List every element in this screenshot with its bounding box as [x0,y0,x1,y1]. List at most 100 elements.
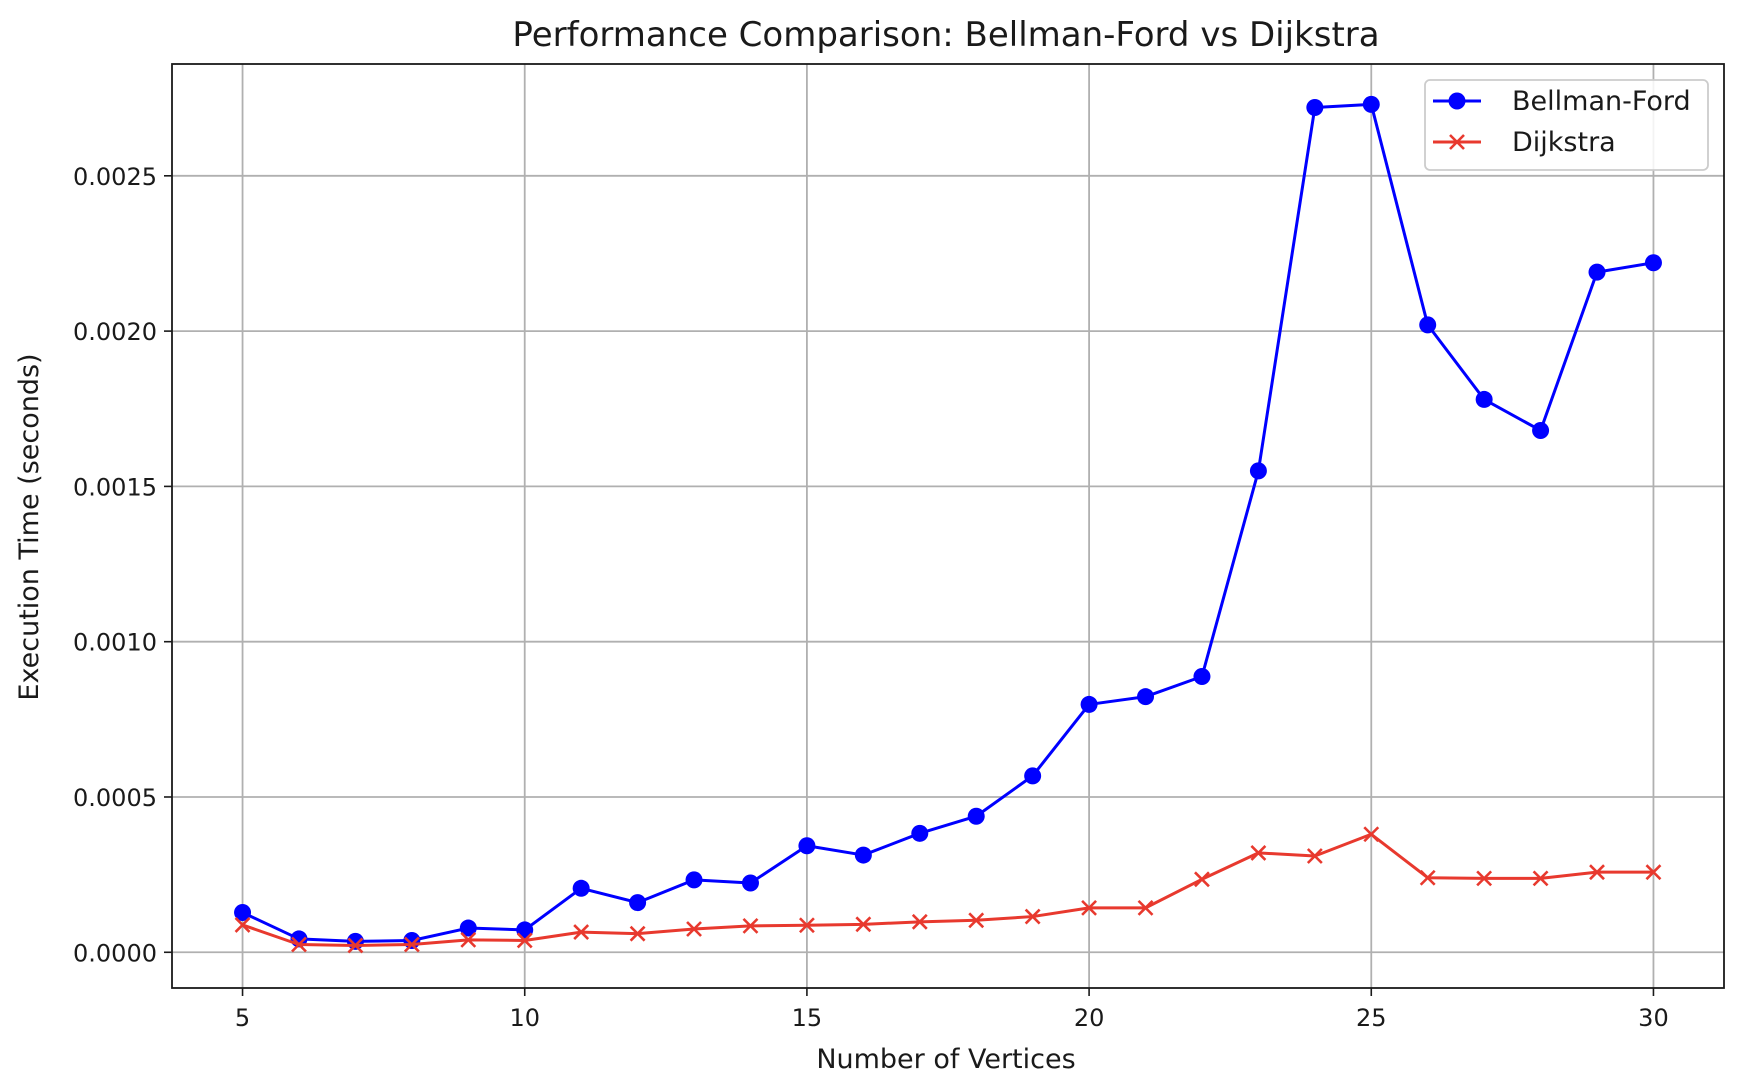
data-point-bellman-ford [911,824,929,842]
data-point-bellman-ford [572,879,590,897]
y-tick-label: 0.0005 [73,784,157,812]
plot-series [234,95,1662,954]
x-tick-label: 10 [509,1004,540,1032]
data-point-bellman-ford [854,846,872,864]
data-point-dijkstra [1532,870,1549,887]
series-line-dijkstra [242,832,1654,947]
marker-stroke [686,921,702,937]
data-point-dijkstra [968,912,985,929]
data-point-dijkstra [291,936,307,953]
marker-stroke [1419,869,1436,886]
marker-stroke [1081,899,1098,916]
marker-stroke [234,917,251,933]
data-point-bellman-ford [1080,695,1098,713]
marker-stroke [1194,871,1210,888]
data-point-bellman-ford [1475,390,1493,408]
x-tick-label: 20 [1074,1004,1105,1032]
data-point-bellman-ford [1193,667,1211,685]
data-point-bellman-ford [967,807,985,825]
data-point-dijkstra [629,925,646,942]
x-tick-label: 25 [1356,1004,1387,1032]
marker-stroke [1250,844,1267,861]
data-point-dijkstra [1645,864,1662,881]
legend: Bellman-Ford Dijkstra [1424,79,1709,171]
data-point-bellman-ford [1306,98,1324,116]
data-point-bellman-ford [798,837,816,855]
marker-stroke [516,932,533,949]
data-point-dijkstra [460,931,477,948]
data-point-bellman-ford [629,894,647,912]
marker-stroke [347,937,364,954]
data-point-dijkstra [798,917,815,934]
data-point-bellman-ford [1588,263,1606,281]
marker-stroke [460,931,477,948]
data-point-dijkstra [911,913,928,930]
x-tick-label: 30 [1638,1004,1669,1032]
data-point-dijkstra [1306,848,1323,864]
data-point-dijkstra [347,937,364,954]
marker-stroke [1137,899,1154,916]
marker-stroke [911,913,928,930]
legend-label: Dijkstra [1512,127,1616,158]
series-bellman-ford [234,95,1662,950]
marker-stroke [1024,908,1041,925]
marker-stroke [629,925,646,942]
data-point-dijkstra [1589,864,1605,881]
x-axis-label: Number of Vertices [816,1044,1075,1075]
x-tick-label: 5 [235,1004,250,1032]
series-line-bellman-ford [241,102,1654,943]
grid [172,64,1724,988]
marker-stroke [1645,864,1662,881]
data-point-bellman-ford [685,871,703,889]
data-point-bellman-ford [1249,462,1267,480]
y-axis-label: Execution Time (seconds) [14,353,45,700]
marker-stroke [573,924,590,941]
chart-title: Performance Comparison: Bellman-Ford vs … [512,15,1379,55]
data-point-bellman-ford [1024,767,1042,785]
y-tick-label: 0.0000 [73,939,157,967]
data-point-bellman-ford [516,921,534,939]
data-point-bellman-ford [741,874,759,892]
marker-stroke [1532,870,1549,887]
x-tick-label: 15 [792,1004,823,1032]
series-dijkstra [234,826,1662,954]
legend-marker [1449,134,1465,150]
data-point-dijkstra [742,917,759,934]
data-point-dijkstra [1137,899,1154,916]
axis-ticks: 5 10 15 20 25 30 0.0000 0.0005 0.0010 0.0015 0.002… [73,163,1669,1032]
marker-stroke [291,936,307,953]
data-point-dijkstra [855,916,872,933]
marker-stroke [855,916,872,933]
marker-stroke [742,917,759,934]
data-point-dijkstra [403,936,420,953]
data-point-dijkstra [686,921,702,937]
data-point-dijkstra [1024,908,1041,925]
data-point-dijkstra [573,924,590,941]
data-point-bellman-ford [403,931,421,949]
data-point-bellman-ford [1419,316,1437,334]
data-point-dijkstra [1363,826,1380,843]
data-point-bellman-ford [1362,95,1380,113]
data-point-bellman-ford [1137,688,1155,706]
marker-stroke [1363,826,1380,843]
data-point-dijkstra [1419,869,1436,886]
data-point-dijkstra [516,932,533,949]
legend-marker [1448,92,1466,110]
data-point-bellman-ford [1644,254,1662,272]
data-point-dijkstra [1476,870,1493,887]
legend-item-bellman-ford: Bellman-Ford [1433,86,1691,117]
marker-stroke [798,917,815,934]
marker-stroke [403,936,420,953]
y-tick-label: 0.0010 [73,629,157,657]
marker-stroke [1476,870,1493,887]
data-point-bellman-ford [346,932,364,950]
data-point-dijkstra [1081,899,1098,916]
marker-stroke [968,912,985,929]
data-point-bellman-ford [234,904,252,922]
legend-item-dijkstra: Dijkstra [1433,127,1616,158]
data-point-dijkstra [234,917,251,933]
data-point-bellman-ford [1532,421,1550,439]
y-tick-label: 0.0025 [73,163,157,191]
